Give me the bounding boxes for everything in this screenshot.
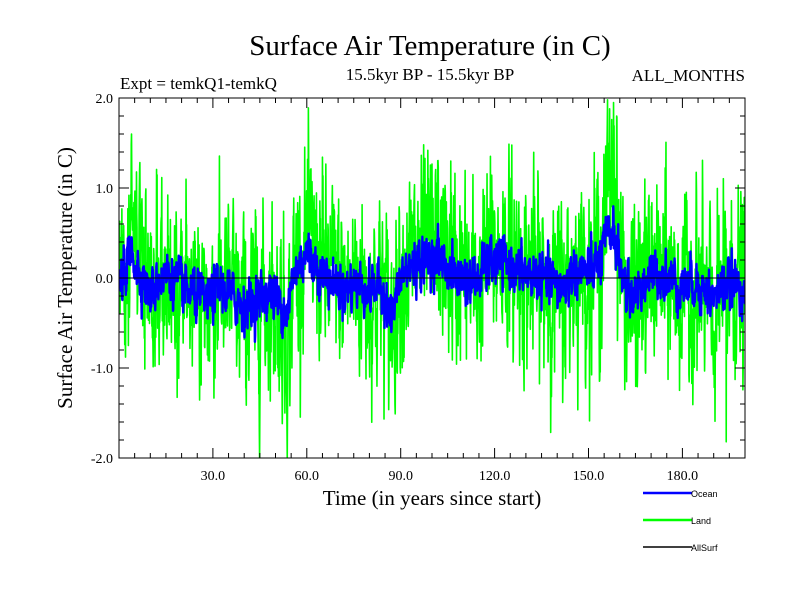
y-tick-label: 1.0 — [96, 182, 114, 197]
legend-label-allsurf: AllSurf — [691, 543, 718, 553]
axes-layer: -2.0 -1.0 0.0 1.0 2.0 30.0 60.0 90.0 120.0 150.0 1… — [91, 92, 746, 484]
x-tick-label: 180.0 — [667, 469, 699, 484]
x-tick-label: 150.0 — [573, 469, 605, 484]
x-tick-label: 120.0 — [479, 469, 511, 484]
y-tick-label: -2.0 — [91, 452, 113, 467]
y-tick-label: -1.0 — [91, 362, 113, 377]
series-line-ocean — [119, 205, 745, 343]
y-axis-label: Surface Air Temperature (in C) — [53, 147, 77, 409]
legend-label-land: Land — [691, 516, 711, 526]
legend-label-ocean: Ocean — [691, 489, 718, 499]
y-tick-label: 2.0 — [96, 92, 114, 107]
chart-subtitle-right: ALL_MONTHS — [632, 66, 745, 85]
chart-subtitle-center: 15.5kyr BP - 15.5kyr BP — [346, 65, 514, 84]
x-axis-label: Time (in years since start) — [323, 486, 542, 510]
chart-subtitle-left: Expt = temkQ1-temkQ — [120, 74, 277, 93]
chart-title: Surface Air Temperature (in C) — [249, 30, 610, 62]
x-tick-label: 30.0 — [201, 469, 226, 484]
legend: Ocean Land AllSurf — [643, 489, 718, 553]
series-layer — [119, 98, 745, 458]
y-tick-label: 0.0 — [96, 272, 114, 287]
x-tick-label: 90.0 — [388, 469, 413, 484]
x-tick-label: 60.0 — [295, 469, 320, 484]
